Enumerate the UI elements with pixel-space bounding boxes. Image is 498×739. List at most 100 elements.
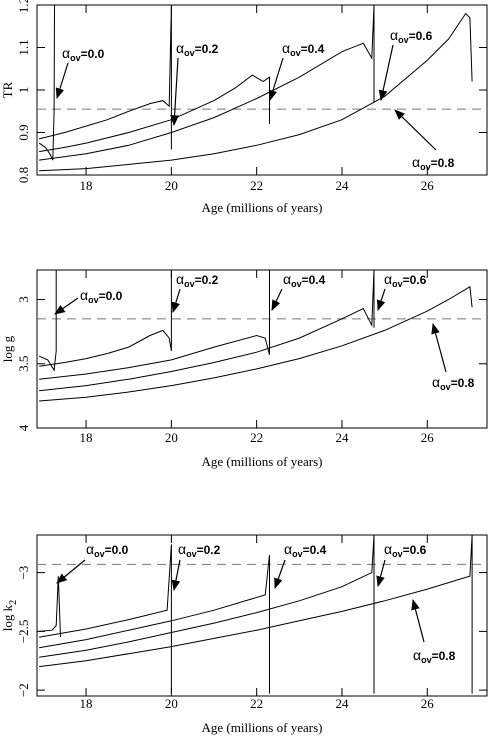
line-series [39,576,61,638]
y-tick-label: 1.1 [16,39,31,55]
annotation-symbol: α [283,271,291,287]
annotation-sub: ov [186,549,197,559]
y-axis-title-main: log g [0,335,15,362]
annotation-arrow [268,57,284,102]
panel: 18 20 22 24 26 0.8 0.9 1 1.1 1.2 Age (millions of … [0,0,488,215]
annotation-text: =0.8 [432,649,456,663]
annotation-symbol: α [284,541,292,557]
annotation-sub: ov [421,655,432,665]
annotation-sub: ov [70,53,81,63]
annotation-arrow [170,57,179,127]
annotation: αov=0.0 [80,287,123,305]
annotation-text: =0.0 [99,289,123,303]
annotation-text: =0.8 [431,156,455,170]
annotation-symbol: α [384,541,392,557]
x-tick-label: 20 [165,696,178,711]
annotation-symbol: α [176,40,184,56]
annotation-arrow [54,297,79,315]
line-series [39,285,473,402]
annotation-arrow [274,559,286,590]
line-series [39,12,473,172]
annotation-symbol: α [412,154,420,170]
annotation-text: =0.0 [105,543,129,557]
annotation-sub: ov [184,48,195,58]
annotation-text: =0.2 [195,42,219,56]
annotation: αov=0.2 [178,541,221,559]
annotation-arrow [394,109,437,151]
y-tick-label: 0.8 [16,167,31,183]
x-tick-label: 22 [250,430,263,445]
annotation-sub: ov [392,549,403,559]
annotation-sub: ov [184,279,195,289]
x-tick-label: 22 [250,178,263,193]
annotation-arrow [171,288,181,314]
line-series [39,535,375,694]
x-tick-label: 22 [250,696,263,711]
line-series [39,554,270,694]
line-series [39,535,473,694]
annotation: αov=0.6 [384,541,427,559]
annotation-arrow [171,559,181,592]
annotation-text: =0.4 [301,42,325,56]
annotation: αov=0.0 [86,541,129,559]
annotation-sub: ov [420,162,431,172]
line-series [39,544,172,693]
annotation-sub: ov [291,279,302,289]
x-axis-title: Age (millions of years) [202,200,323,215]
annotation-sub: ov [398,35,409,45]
annotation-arrow [411,598,425,643]
annotation: αov=0.8 [432,374,475,392]
x-tick-label: 26 [421,178,435,193]
annotation-symbol: α [62,45,70,61]
x-tick-label: 26 [421,430,435,445]
y-tick-label: 1 [16,87,31,94]
annotation-sub: ov [88,295,99,305]
annotation: αov=0.4 [283,271,326,289]
y-axis-title-main: TR [0,81,15,98]
annotation-text: =0.6 [403,273,427,287]
annotation-arrow [55,62,69,100]
annotation: αov=0.2 [176,271,219,289]
plot-frame [36,269,488,429]
line-series [39,270,270,380]
annotation-text: =0.4 [302,273,326,287]
annotation: αov=0.8 [412,154,455,172]
annotation-symbol: α [384,271,392,287]
annotation-sub: ov [440,382,451,392]
annotation-text: =0.2 [197,543,221,557]
annotation: αov=0.4 [282,40,325,58]
y-tick-label: 3.5 [16,356,31,372]
annotation-symbol: α [176,271,184,287]
y-axis-title-main: log k [0,604,15,631]
y-tick-label: 4 [16,424,31,431]
y-axis-title: log k2 [0,600,19,631]
annotation-arrow [56,559,86,584]
y-tick-label: 0.9 [16,124,31,140]
x-tick-label: 18 [80,430,93,445]
annotation-symbol: α [86,541,94,557]
annotation-symbol: α [80,287,88,303]
annotation-sub: ov [94,549,105,559]
x-tick-label: 20 [165,430,178,445]
annotation-symbol: α [413,647,421,663]
annotation-sub: ov [392,279,403,289]
annotation-arrow [376,288,386,312]
x-tick-label: 24 [335,178,349,193]
y-axis-title: log g [0,335,15,362]
line-series [39,5,375,161]
annotation-sub: ov [290,48,301,58]
annotation-text: =0.4 [303,543,327,557]
annotation-text: =0.6 [409,29,433,43]
annotation-text: =0.8 [451,376,475,390]
x-axis-title: Age (millions of years) [202,454,323,469]
annotation-arrow [376,559,386,588]
annotation-text: =0.2 [195,273,219,287]
annotation-text: =0.0 [81,47,105,61]
line-series [38,270,57,372]
line-series [39,270,375,392]
annotation: αov=0.2 [176,40,219,58]
x-tick-label: 24 [335,696,349,711]
plot-frame [36,534,488,697]
line-series [38,5,172,150]
